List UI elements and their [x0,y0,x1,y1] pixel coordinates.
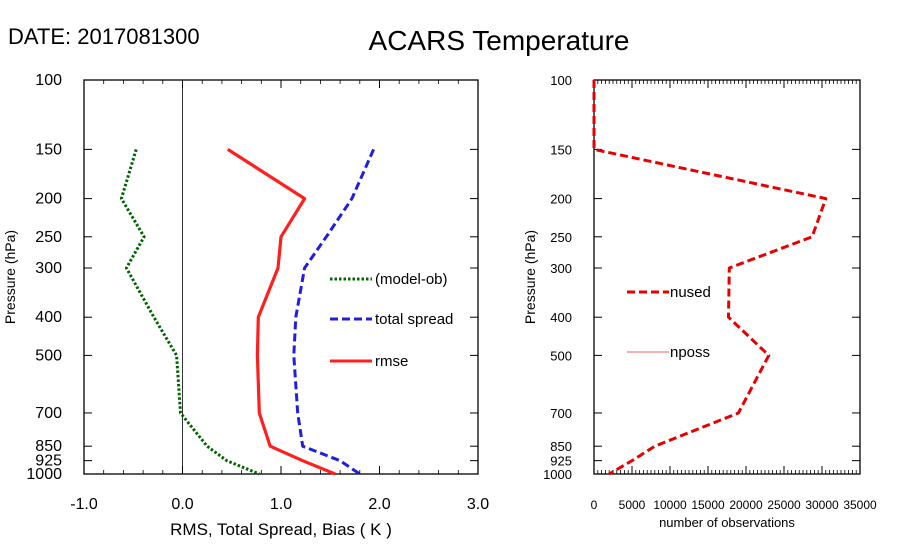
series-line-nused [592,80,828,476]
y-tick-label: 1000 [26,466,62,483]
legend-label: nposs [670,344,710,361]
y-tick-label: 100 [35,72,62,89]
y-tick-label: 300 [550,261,572,276]
x-tick-label: 10000 [653,498,687,512]
y-tick-label: 1000 [543,467,572,482]
y-tick-label: 925 [550,454,572,469]
plot-frame [593,79,861,475]
x-tick-label: 20000 [729,498,763,512]
series-line-total-spread [292,148,375,476]
y-tick-label: 700 [550,406,572,421]
x-tick-label: 0 [591,498,598,512]
chart-title: ACARS Temperature [369,25,630,56]
x-tick-label: 15000 [691,498,725,512]
series-line-rmse [226,148,336,476]
y-axis-label: Pressure (hPa) [2,230,18,324]
series-line-model-ob [119,148,260,476]
x-tick-label: -1.0 [70,496,98,513]
legend-label: total spread [375,311,453,328]
date-label: DATE: 2017081300 [8,24,200,49]
y-tick-label: 300 [35,260,62,277]
y-axis-label: Pressure (hPa) [522,230,538,324]
y-tick-label: 700 [35,405,62,422]
x-tick-label: 35000 [843,498,877,512]
y-tick-label: 850 [550,439,572,454]
x-tick-label: 5000 [619,498,646,512]
x-axis-label: number of observations [659,515,795,530]
legend-label: (model-ob) [375,271,448,288]
y-tick-label: 500 [550,348,572,363]
x-tick-label: 2.0 [368,496,390,513]
x-tick-label: 1.0 [270,496,292,513]
y-tick-label: 100 [550,73,572,88]
y-tick-label: 150 [35,141,62,158]
x-axis-label: RMS, Total Spread, Bias ( K ) [170,520,392,539]
y-tick-label: 925 [35,453,62,470]
y-tick-label: 400 [35,309,62,326]
y-tick-label: 200 [35,191,62,208]
y-tick-label: 500 [35,347,62,364]
x-tick-label: 25000 [767,498,801,512]
legend-label: rmse [375,353,408,370]
y-tick-label: 400 [550,310,572,325]
y-tick-label: 250 [550,230,572,245]
y-tick-label: 250 [35,229,62,246]
legend-label: nused [670,284,711,301]
y-tick-label: 200 [550,192,572,207]
x-tick-label: 0.0 [171,496,193,513]
y-tick-label: 150 [550,142,572,157]
x-tick-label: 3.0 [467,496,489,513]
x-tick-label: 30000 [805,498,839,512]
y-tick-label: 850 [35,438,62,455]
